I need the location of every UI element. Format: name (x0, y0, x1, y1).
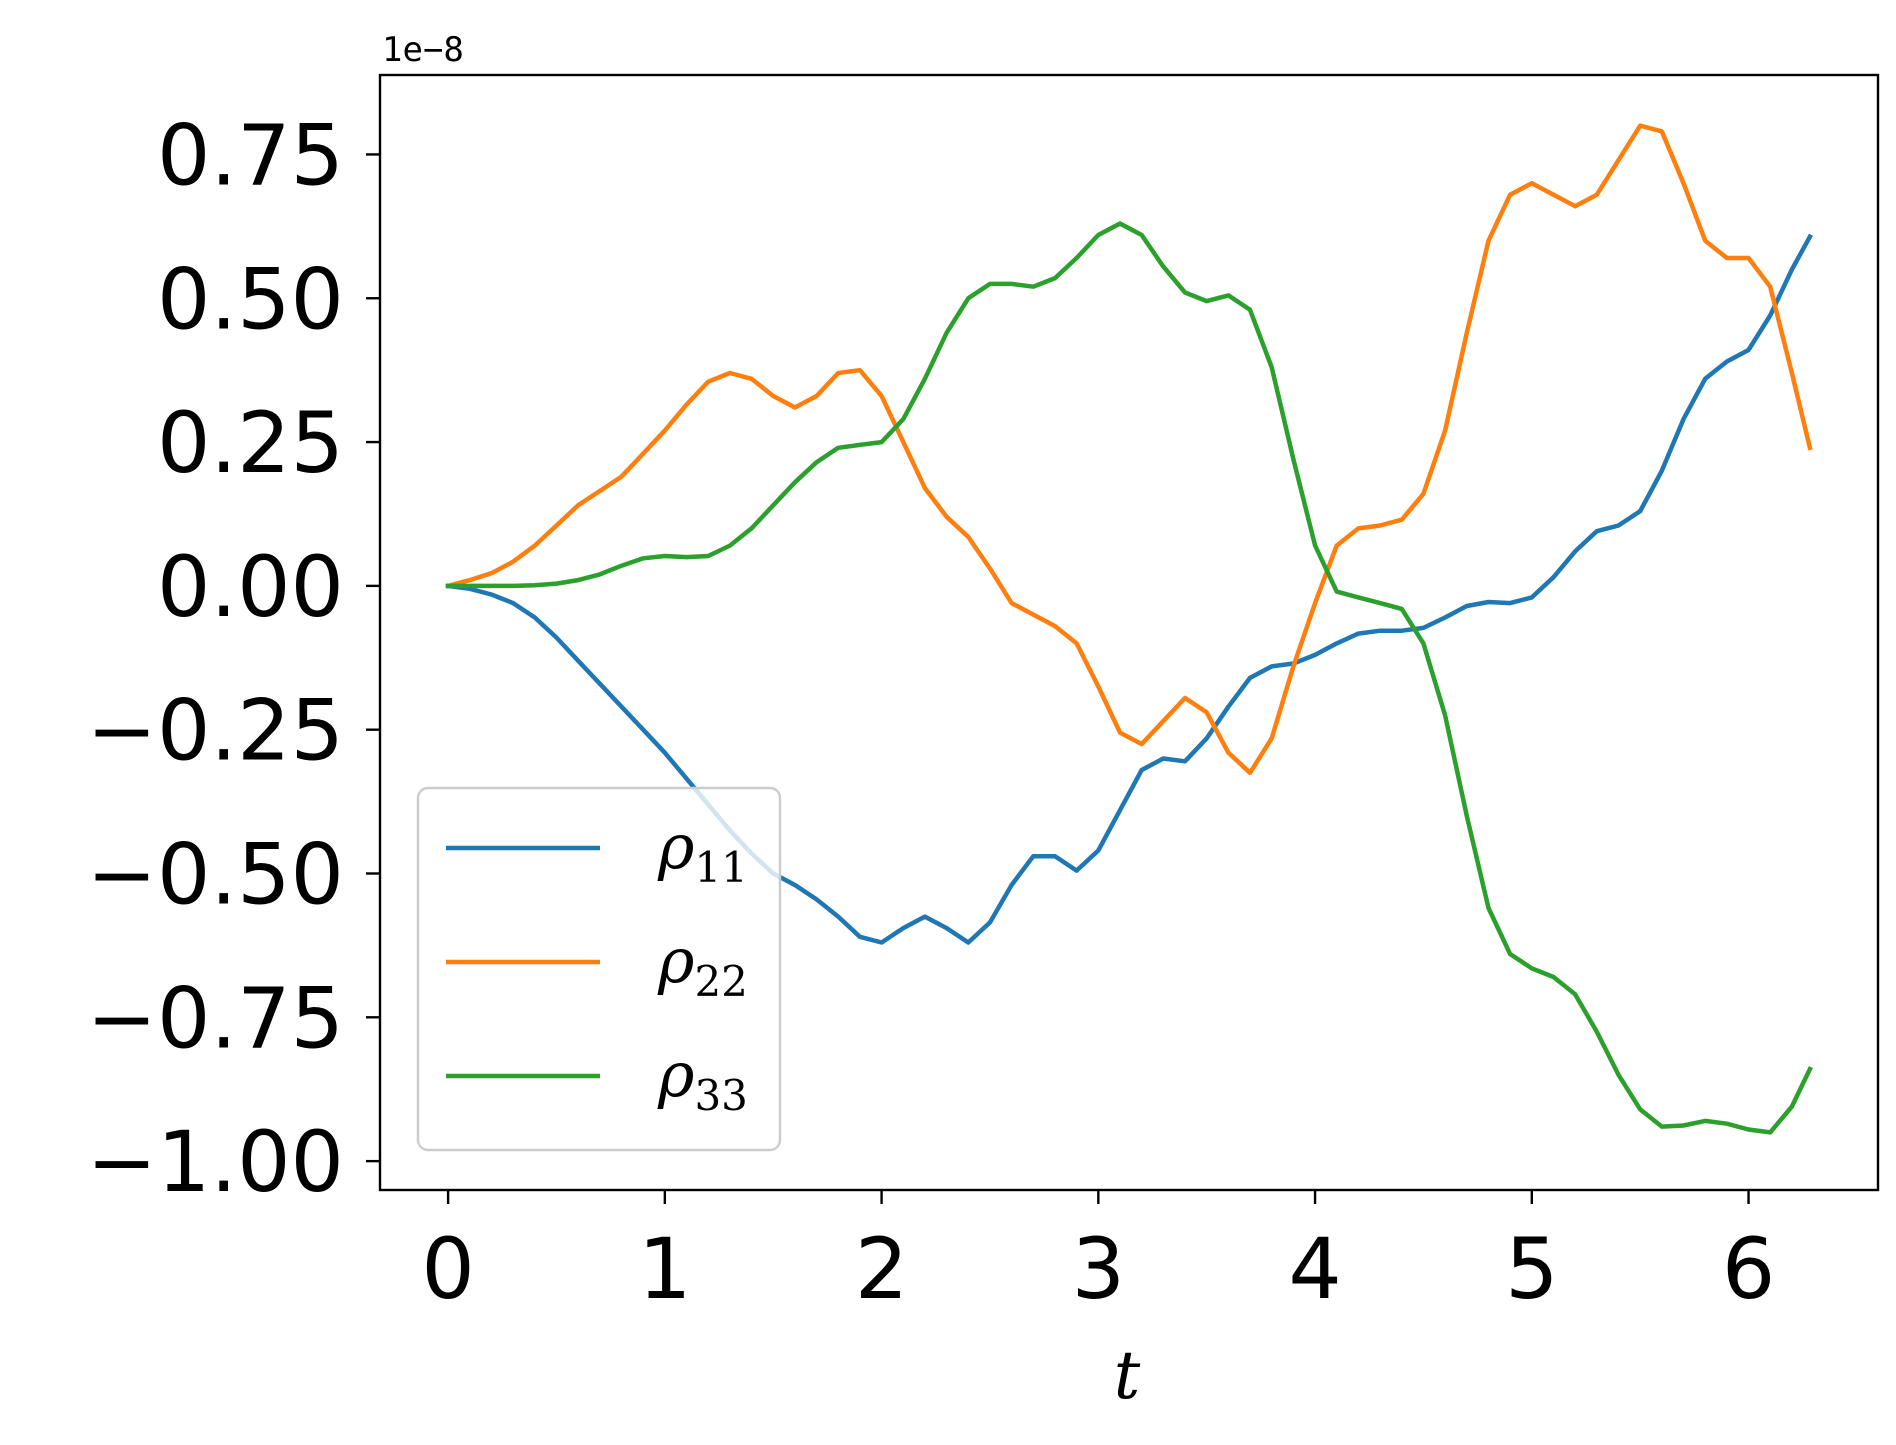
legend-label: ρ33 (657, 1038, 748, 1120)
legend-label-subscript: 33 (694, 1071, 747, 1120)
x-tick-label: 3 (1072, 1220, 1125, 1318)
y-tick-label: −1.00 (87, 1113, 344, 1211)
series-line-rho11 (445, 233, 1813, 945)
y-axis: 0.75 0.50 0.25 0.00 −0.25 −0.50 −0.75 −1.00 (87, 106, 380, 1211)
x-tick-label: 1 (638, 1220, 691, 1318)
series-line-rho33 (445, 221, 1813, 1135)
y-tick-label: 0.00 (157, 538, 344, 636)
x-tick-label: 2 (855, 1220, 908, 1318)
x-axis-label: t (1114, 1337, 1141, 1414)
y-tick-label: −0.25 (87, 682, 344, 780)
x-axis: 0 1 2 3 4 5 6 (421, 1190, 1775, 1318)
y-offset-text: 1e−8 (382, 30, 464, 70)
y-tick-label: 0.50 (157, 250, 344, 348)
y-tick-label: −0.75 (87, 969, 344, 1067)
y-tick-label: 0.25 (157, 394, 344, 492)
legend-label-symbol: ρ (657, 924, 694, 997)
legend-entry-rho33: ρ33 (446, 1038, 748, 1120)
legend-entry-rho11: ρ11 (446, 810, 748, 892)
y-tick-label: −0.50 (87, 825, 344, 923)
y-tick-label: 0.75 (157, 106, 344, 204)
x-tick-label: 0 (421, 1220, 474, 1318)
plot-frame (378, 73, 1880, 1192)
series-layer (445, 123, 1813, 1135)
legend-label: ρ22 (657, 924, 748, 1006)
x-tick-label: 4 (1288, 1220, 1341, 1318)
x-tick-label: 6 (1722, 1220, 1775, 1318)
x-tick-label: 5 (1505, 1220, 1558, 1318)
legend-label-symbol: ρ (657, 1038, 694, 1111)
legend-box (416, 786, 782, 1152)
legend-label-subscript: 22 (694, 957, 747, 1006)
legend-label: ρ11 (657, 810, 748, 892)
legend-label-symbol: ρ (657, 810, 694, 883)
legend-entry-rho22: ρ22 (446, 924, 748, 1006)
legend-label-subscript: 11 (694, 843, 747, 892)
series-line-rho22 (445, 123, 1813, 776)
